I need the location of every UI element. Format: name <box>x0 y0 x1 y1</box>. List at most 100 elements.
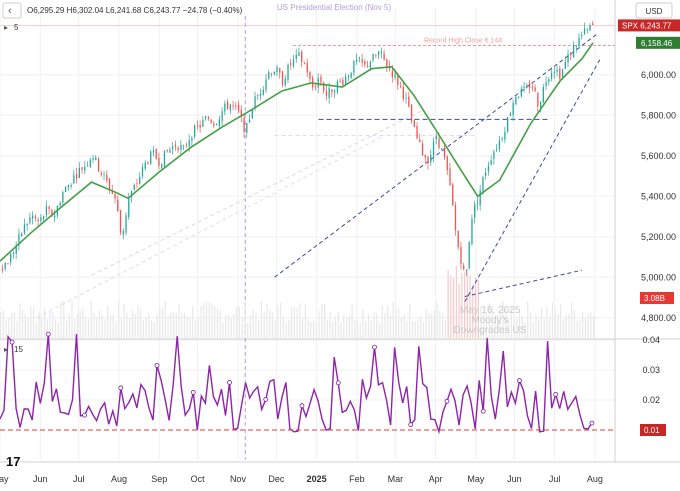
oscillator-marker <box>444 398 450 404</box>
volume-bar <box>181 312 183 338</box>
volume-bar <box>376 313 378 338</box>
candle-body <box>97 158 100 172</box>
volume-bar <box>49 310 51 338</box>
volume-bar <box>41 317 43 338</box>
volume-bar <box>354 319 356 338</box>
volume-bar <box>398 308 400 338</box>
volume-bar <box>216 308 219 338</box>
record-high-label: Record High Close 6,144 <box>424 38 502 45</box>
volume-bar <box>337 312 339 338</box>
price-tick-label: 5,200.00 <box>641 232 676 242</box>
candle-body <box>180 144 182 150</box>
volume-bar <box>32 308 35 338</box>
volume-bar <box>593 315 595 338</box>
candle-body <box>86 165 89 167</box>
candle-body <box>493 151 495 160</box>
candle-body <box>556 69 558 72</box>
candle-body <box>537 92 539 107</box>
volume-bar <box>507 319 510 338</box>
volume-bar <box>485 313 488 338</box>
currency-button[interactable] <box>635 2 673 19</box>
volume-bar <box>334 316 337 338</box>
price-tick-label: 4,800.00 <box>641 313 676 323</box>
candle-body <box>454 205 457 231</box>
candle-body <box>575 46 577 47</box>
candle-body <box>498 140 501 150</box>
candle-body <box>592 23 594 26</box>
volume-bar <box>403 314 405 338</box>
volume-bar <box>200 305 202 338</box>
volume-bar <box>98 310 101 338</box>
volume-bar <box>505 308 507 338</box>
price-tick-label: 5,800.00 <box>641 110 676 120</box>
candle-body <box>567 53 569 63</box>
candle-body <box>553 71 555 74</box>
volume-bar <box>90 300 92 338</box>
volume-bar <box>79 310 81 338</box>
x-axis-label: May <box>467 474 485 484</box>
candle-body <box>413 120 415 128</box>
collapse-button[interactable] <box>2 2 22 19</box>
candle-body <box>185 144 188 146</box>
oscillator-marker <box>263 397 269 402</box>
candle-body <box>205 116 207 118</box>
volume-bar <box>365 321 367 338</box>
candle-body <box>119 210 122 233</box>
volume-bar <box>524 322 526 338</box>
candle-body <box>191 137 193 141</box>
candle-body <box>485 172 487 176</box>
candle-body <box>468 242 470 269</box>
volume-bar <box>2 310 4 338</box>
candle-body <box>559 68 561 79</box>
volume-bar <box>463 271 466 338</box>
candle-body <box>520 88 523 97</box>
downgrade-annotation-line3: Downgrades US <box>454 325 527 336</box>
candle-body <box>51 210 53 217</box>
candle-body <box>290 63 292 65</box>
expand-icon: ▸ <box>4 23 8 32</box>
candle-body <box>377 51 380 56</box>
candle-body <box>26 223 28 226</box>
candle-body <box>515 96 517 105</box>
candle-body <box>334 90 336 93</box>
candle-body <box>501 138 503 140</box>
volume-bar <box>436 302 438 338</box>
volume-bar <box>222 322 224 338</box>
volume-bar <box>186 317 188 338</box>
volume-bar <box>27 316 29 338</box>
volume-bar <box>387 306 389 338</box>
volume-bar <box>521 315 523 338</box>
candle-body <box>507 117 509 132</box>
chevron-left-icon: ‹ <box>8 5 12 17</box>
volume-bar <box>43 307 46 338</box>
osc-tick-label: 0.04 <box>642 335 660 345</box>
volume-bar <box>428 313 430 338</box>
x-axis-label: Aug <box>111 474 127 484</box>
volume-bar <box>68 313 70 338</box>
oscillator-marker <box>45 331 51 337</box>
candle-body <box>534 87 536 92</box>
oscillator-marker <box>9 339 15 345</box>
volume-bar <box>285 322 287 338</box>
candle-body <box>141 166 144 177</box>
candle-body <box>243 117 245 132</box>
volume-bar <box>214 306 216 338</box>
volume-bar <box>293 307 295 338</box>
osc-tick-label: 0.02 <box>642 395 660 405</box>
x-axis-label: Dec <box>268 474 285 484</box>
tradingview-logo-icon: 17 <box>6 454 20 469</box>
volume-bar <box>24 313 26 338</box>
volume-bar <box>302 317 304 338</box>
candle-body <box>449 168 451 186</box>
candle-body <box>18 234 20 246</box>
candle-body <box>248 119 251 123</box>
volume-bar <box>455 265 457 338</box>
candle-body <box>345 76 347 85</box>
volume-bar <box>543 317 545 338</box>
volume-bar <box>491 306 493 338</box>
candle-body <box>342 80 344 86</box>
volume-bar <box>258 320 260 338</box>
candle-body <box>528 82 531 88</box>
